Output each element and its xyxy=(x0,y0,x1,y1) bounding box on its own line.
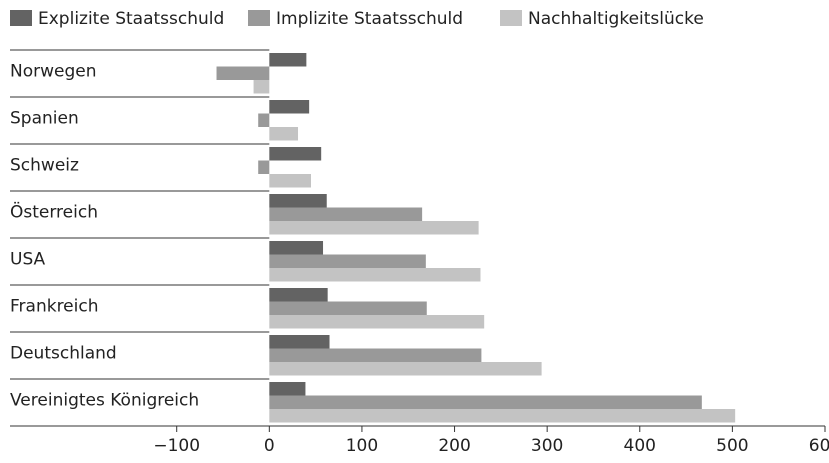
x-tick-label: 500 xyxy=(716,436,748,456)
category-label: Norwegen xyxy=(10,62,97,82)
bar xyxy=(269,221,479,235)
category-label: Frankreich xyxy=(10,297,99,317)
bar xyxy=(269,288,328,302)
bar xyxy=(269,53,307,67)
legend-swatch xyxy=(248,10,270,26)
x-tick-label: 100 xyxy=(346,436,378,456)
category-label: Österreich xyxy=(10,201,98,223)
bar xyxy=(269,241,324,255)
legend-swatch xyxy=(500,10,522,26)
x-tick-label: 400 xyxy=(624,436,656,456)
bar xyxy=(269,362,542,376)
bar xyxy=(269,301,427,315)
bar xyxy=(269,395,702,409)
bar xyxy=(269,268,481,282)
x-tick-label: 300 xyxy=(531,436,563,456)
bar xyxy=(253,80,270,94)
category-label: Vereinigtes Königreich xyxy=(10,391,199,411)
bar xyxy=(216,66,270,80)
x-tick-label: 200 xyxy=(438,436,470,456)
category-label: USA xyxy=(10,250,46,270)
bar xyxy=(269,315,485,329)
x-tick-label: 0 xyxy=(264,436,275,456)
legend-label: Nachhaltigkeitslücke xyxy=(528,9,704,29)
category-label: Spanien xyxy=(10,109,79,129)
bar xyxy=(269,147,322,161)
bar xyxy=(269,348,482,362)
category-label: Deutschland xyxy=(10,344,117,364)
bar xyxy=(258,113,270,127)
bar xyxy=(269,174,311,188)
bar xyxy=(269,194,327,208)
legend-label: Implizite Staatsschuld xyxy=(276,9,463,29)
bar xyxy=(269,409,736,423)
legend-swatch xyxy=(10,10,32,26)
bar xyxy=(269,254,426,268)
bar xyxy=(258,160,270,174)
bar xyxy=(269,207,423,221)
x-tick-label: −100 xyxy=(153,436,200,456)
category-label: Schweiz xyxy=(10,156,79,176)
x-tick-label: 600 xyxy=(809,436,829,456)
bar xyxy=(269,335,330,349)
bar xyxy=(269,100,310,114)
bar xyxy=(269,127,299,141)
bar xyxy=(269,382,306,396)
legend-label: Explizite Staatsschuld xyxy=(38,9,224,29)
